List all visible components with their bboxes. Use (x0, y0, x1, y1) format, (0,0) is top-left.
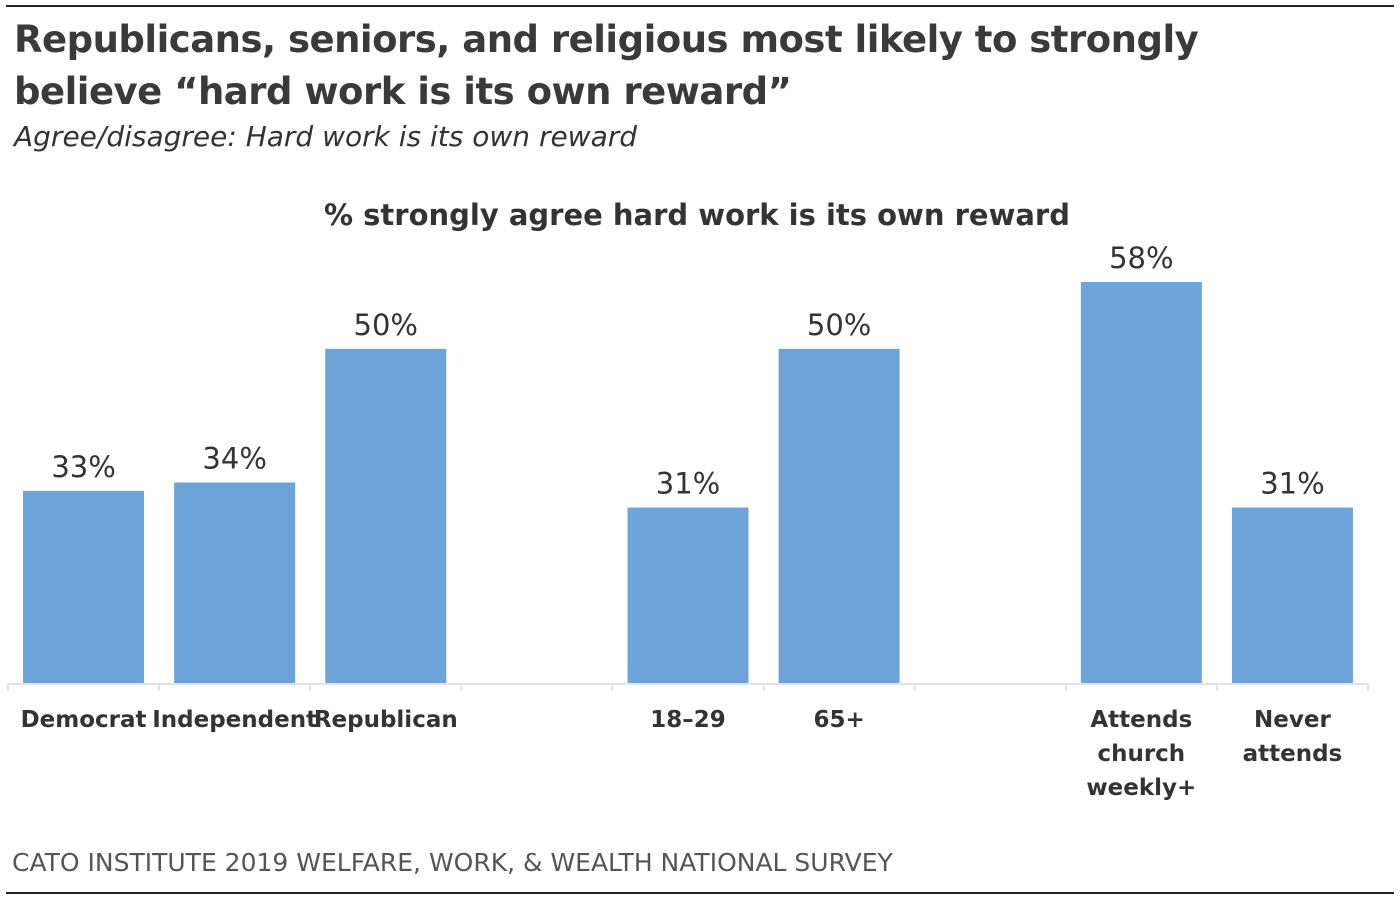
category-label: Republican (314, 707, 458, 733)
bar (627, 507, 749, 683)
bar (1231, 507, 1353, 683)
bar (1080, 282, 1202, 683)
page-title: Republicans, seniors, and religious most… (14, 18, 1199, 113)
data-label: 31% (1260, 467, 1324, 501)
category-label: Independent (152, 707, 317, 733)
category-label: attends (1243, 741, 1343, 767)
data-label: 58% (1109, 241, 1173, 275)
chart-title: % strongly agree hard work is its own re… (324, 198, 1070, 232)
top-rule (6, 5, 1394, 7)
category-label: 65+ (813, 707, 864, 733)
data-label: 31% (656, 467, 720, 501)
source-footer: CATO INSTITUTE 2019 WELFARE, WORK, & WEA… (12, 848, 893, 877)
bar (23, 490, 145, 683)
data-label: 50% (354, 308, 418, 342)
bottom-rule (6, 892, 1394, 894)
category-label: church (1097, 741, 1185, 767)
category-label: Attends (1090, 707, 1192, 733)
category-label: Never (1254, 707, 1331, 733)
bar (174, 482, 296, 683)
category-label: weekly+ (1086, 775, 1196, 801)
page-subtitle: Agree/disagree: Hard work is its own rew… (14, 120, 638, 153)
data-label: 34% (202, 442, 266, 476)
data-label: 33% (51, 450, 115, 484)
data-label: 50% (807, 308, 871, 342)
bar (778, 348, 900, 683)
category-label: 18–29 (650, 707, 726, 733)
bar (325, 348, 447, 683)
category-label: Democrat (21, 707, 147, 733)
